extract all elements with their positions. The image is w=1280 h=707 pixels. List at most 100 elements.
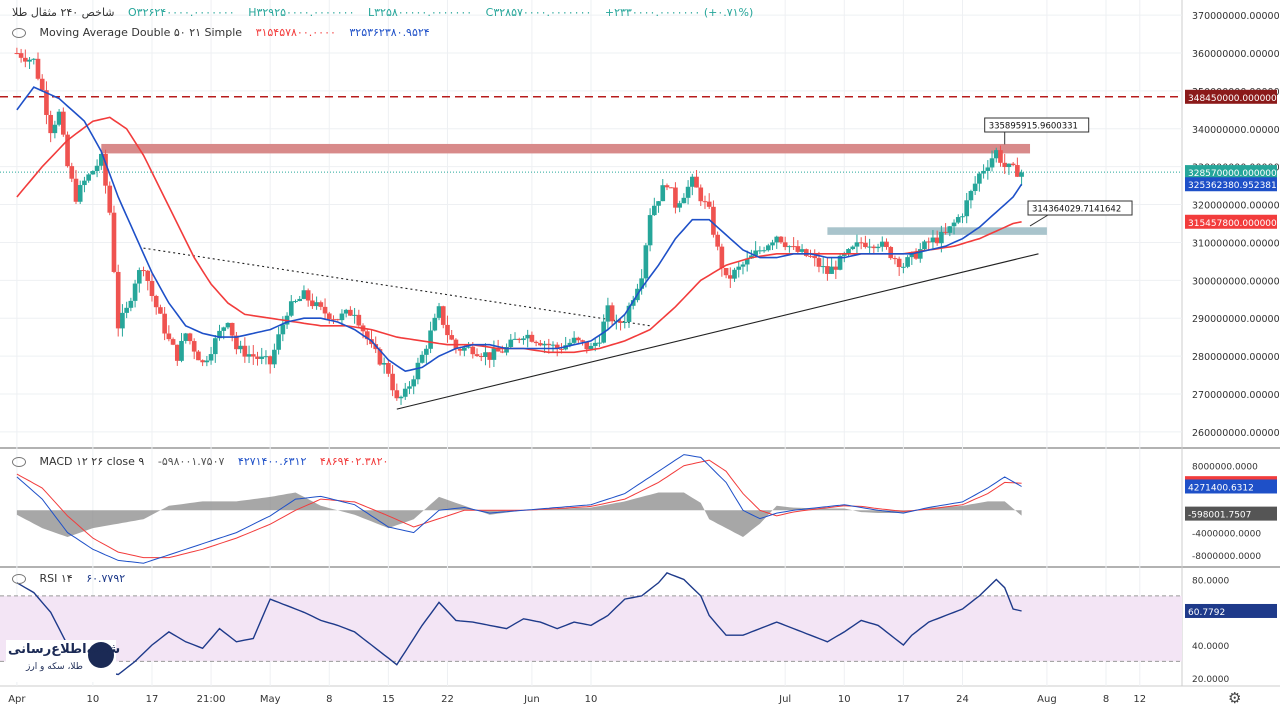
x-tick-label: 22 bbox=[441, 694, 454, 705]
rsi-tick-label: 20.0000 bbox=[1192, 675, 1229, 685]
candle-body bbox=[436, 306, 442, 318]
price-tag-bg bbox=[1185, 165, 1277, 180]
candle-body bbox=[23, 57, 28, 62]
candle bbox=[799, 244, 805, 255]
eye-icon[interactable] bbox=[12, 574, 26, 584]
candle-body bbox=[711, 206, 716, 235]
candle bbox=[740, 261, 746, 275]
candle-body bbox=[863, 242, 868, 248]
candle bbox=[913, 248, 919, 260]
candle bbox=[922, 239, 927, 251]
candle-body bbox=[744, 258, 750, 265]
candle bbox=[246, 345, 252, 364]
candle-body bbox=[871, 246, 877, 249]
candle-body bbox=[187, 333, 193, 342]
candle-body bbox=[647, 215, 653, 246]
candle bbox=[124, 301, 129, 319]
candle-body bbox=[660, 185, 666, 202]
candle-body bbox=[833, 266, 839, 270]
rsi-line bbox=[16, 572, 1022, 676]
candle bbox=[415, 357, 421, 385]
eye-icon[interactable] bbox=[12, 28, 26, 38]
gear-icon[interactable]: ⚙ bbox=[1228, 689, 1241, 707]
candle-body bbox=[69, 166, 75, 179]
candle bbox=[94, 159, 100, 178]
candle-body bbox=[44, 90, 49, 115]
candle bbox=[972, 176, 978, 195]
candle bbox=[293, 299, 298, 304]
candle-body bbox=[191, 341, 197, 352]
candle bbox=[723, 267, 729, 279]
candle bbox=[158, 304, 163, 314]
candle bbox=[867, 238, 872, 254]
candle-body bbox=[326, 313, 332, 320]
candle-body bbox=[132, 283, 138, 301]
candle bbox=[267, 355, 273, 374]
rsi-name[interactable]: RSI ۱۴ bbox=[39, 572, 73, 585]
candle bbox=[52, 120, 58, 139]
candle bbox=[930, 230, 936, 249]
macd-name[interactable]: MACD ۱۲ ۲۶ close ۹ bbox=[39, 455, 145, 468]
candle bbox=[968, 189, 974, 209]
candle bbox=[331, 315, 336, 324]
candle-body bbox=[364, 331, 370, 340]
candle bbox=[656, 201, 661, 213]
candle-body bbox=[913, 252, 919, 259]
candle-body bbox=[618, 321, 623, 323]
candle-body bbox=[238, 345, 243, 350]
candle-body bbox=[141, 270, 146, 272]
macd-tick-label: 8000000.0000 bbox=[1192, 463, 1258, 473]
candle-body bbox=[694, 176, 699, 188]
rsi-tick-label: 40.0000 bbox=[1192, 642, 1229, 652]
price-tag: 315457800.0000000 bbox=[1185, 214, 1280, 229]
candle bbox=[1006, 163, 1012, 175]
candle-body bbox=[407, 386, 412, 389]
candle bbox=[31, 58, 37, 65]
y-tick-label: 270000000.0000000 bbox=[1192, 390, 1280, 401]
price-tag-label: 315457800.0000000 bbox=[1188, 219, 1280, 229]
eye-icon[interactable] bbox=[12, 457, 26, 467]
candle bbox=[259, 347, 265, 365]
candle bbox=[200, 359, 205, 367]
candle-body bbox=[386, 363, 391, 374]
candle bbox=[86, 173, 91, 183]
candle bbox=[23, 49, 28, 68]
candle bbox=[170, 337, 176, 346]
candle-body bbox=[217, 330, 222, 339]
candle bbox=[394, 383, 400, 401]
candle bbox=[833, 260, 839, 280]
candle bbox=[993, 147, 999, 163]
candle bbox=[242, 337, 248, 363]
candle-body bbox=[795, 246, 801, 252]
candle-body bbox=[470, 346, 476, 355]
candle bbox=[339, 309, 345, 326]
candle-body bbox=[462, 347, 467, 351]
symbol-title[interactable]: شاخص ۲۴۰ مثقال طلا bbox=[12, 6, 115, 19]
candle-body bbox=[280, 324, 286, 335]
rsi-tick-label: 80.0000 bbox=[1192, 576, 1229, 586]
candle-body bbox=[879, 241, 885, 247]
ma-name[interactable]: Moving Average Double ۵۰ ۲۱ Simple bbox=[39, 26, 243, 39]
price-tag-label: 348450000.0000000 bbox=[1188, 94, 1280, 104]
candle-body bbox=[124, 307, 129, 313]
candle bbox=[702, 195, 708, 209]
candle bbox=[276, 326, 281, 355]
candle bbox=[1019, 169, 1024, 186]
candle bbox=[863, 235, 868, 249]
candle bbox=[960, 213, 965, 224]
candle-body bbox=[1015, 165, 1020, 177]
candle bbox=[744, 250, 750, 272]
candle bbox=[917, 243, 923, 263]
candle bbox=[668, 187, 674, 189]
candle-body bbox=[128, 300, 134, 308]
candle bbox=[229, 322, 235, 342]
candle-body bbox=[698, 187, 704, 202]
candle bbox=[858, 237, 864, 250]
candle-body bbox=[255, 356, 260, 359]
candle-body bbox=[60, 111, 66, 135]
candle-body bbox=[778, 236, 784, 243]
candle bbox=[1015, 157, 1020, 178]
candle-body bbox=[166, 333, 172, 340]
candle-body bbox=[335, 319, 341, 321]
